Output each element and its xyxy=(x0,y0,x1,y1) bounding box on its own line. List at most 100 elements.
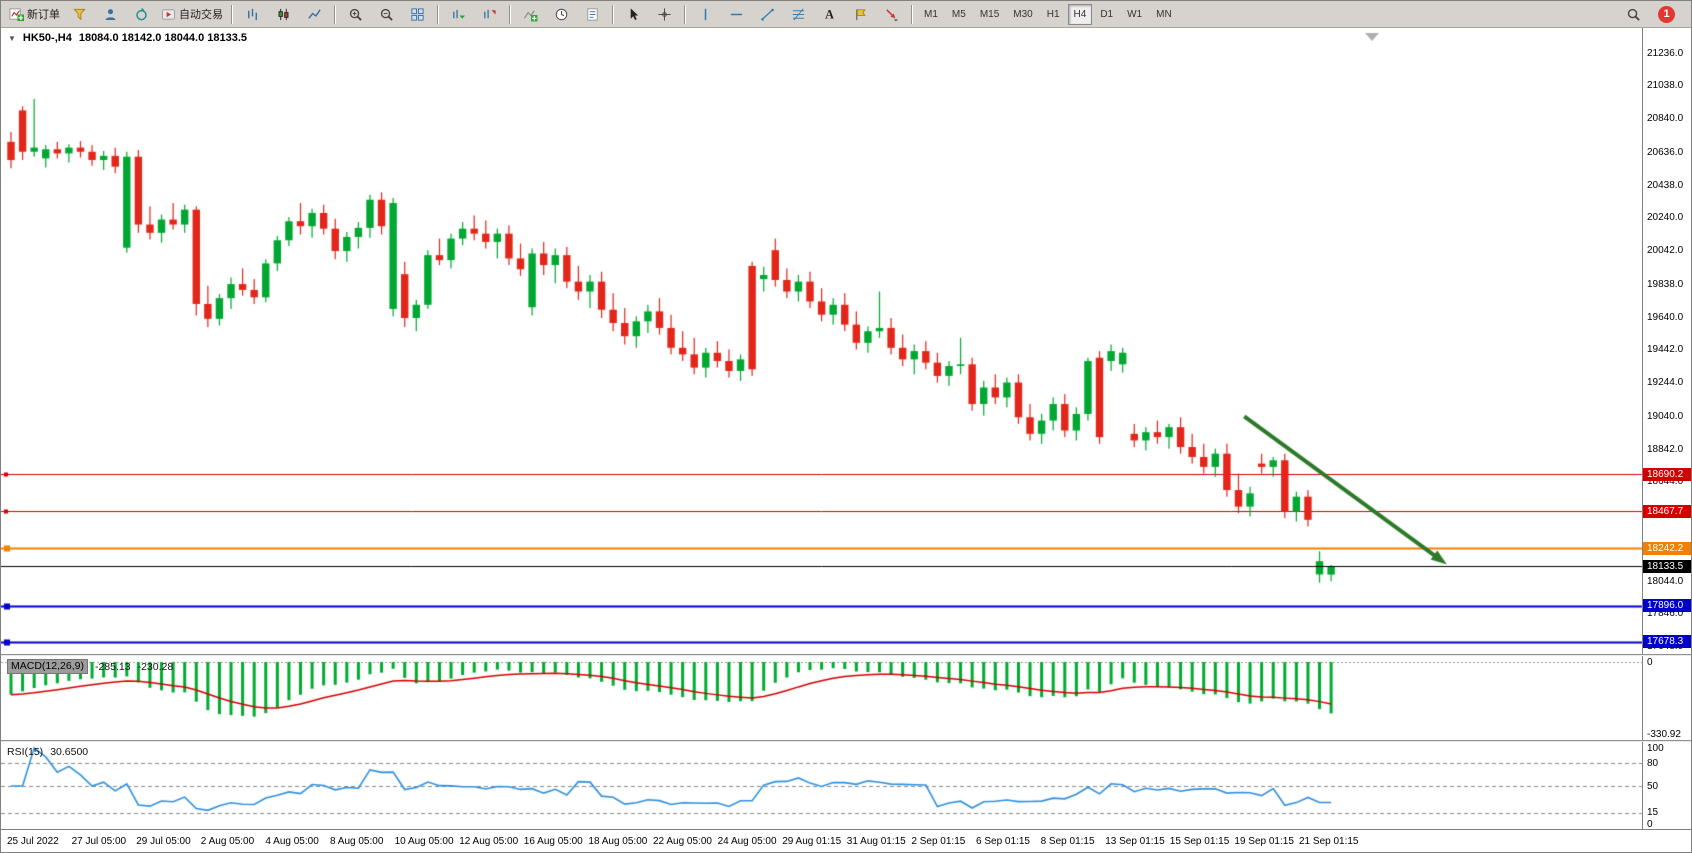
time-label: 24 Aug 05:00 xyxy=(717,836,777,847)
auto-scroll-button[interactable] xyxy=(443,2,474,26)
time-label: 15 Sep 01:15 xyxy=(1169,836,1230,847)
timeframe-mn-button[interactable]: MN xyxy=(1156,8,1172,20)
zoom-out-button[interactable] xyxy=(371,2,402,26)
line-chart-button[interactable] xyxy=(299,2,330,26)
price-tick: 19442.0 xyxy=(1647,344,1684,356)
periods-button[interactable] xyxy=(546,2,577,26)
svg-text:A: A xyxy=(825,7,834,21)
market-watch-button[interactable] xyxy=(95,2,126,26)
time-label: 4 Aug 05:00 xyxy=(265,836,319,847)
resistance-line-2-price-label: 18467.7 xyxy=(1643,504,1691,518)
price-tick: 20636.0 xyxy=(1647,146,1684,158)
text-button[interactable]: A xyxy=(814,2,845,26)
search-button[interactable] xyxy=(1618,2,1649,26)
timeframe-h1-button[interactable]: H1 xyxy=(1046,8,1060,20)
rsi-name: RSI(15) xyxy=(7,746,44,758)
candlestick-chart-button[interactable] xyxy=(268,2,299,26)
fibonacci-icon xyxy=(791,7,806,22)
timeframe-w1-button[interactable]: W1 xyxy=(1127,8,1143,20)
fibonacci-button[interactable] xyxy=(783,2,814,26)
new-order-button[interactable]: 新订单 xyxy=(5,2,64,26)
time-label: 16 Aug 05:00 xyxy=(523,836,583,847)
vline-icon xyxy=(698,7,713,22)
time-label: 12 Aug 05:00 xyxy=(459,836,519,847)
pane-splitter[interactable] xyxy=(1,654,1691,656)
symbol-menu-arrow-icon[interactable]: ▼ xyxy=(8,33,16,43)
timeframe-m5-button[interactable]: M5 xyxy=(951,8,966,20)
rsi-axis-tick: 100 xyxy=(1647,742,1664,754)
timeframe-m15-button[interactable]: M15 xyxy=(979,8,1000,20)
autoscroll-icon xyxy=(451,7,466,22)
navigator-button[interactable] xyxy=(126,2,157,26)
toolbar-separator xyxy=(334,4,336,24)
price-tick: 18044.0 xyxy=(1647,575,1684,587)
shapes-icon xyxy=(884,7,899,22)
bar-chart-button[interactable] xyxy=(237,2,268,26)
toolbar-right: 1 xyxy=(1618,2,1687,26)
current-price-label: 18133.5 xyxy=(1643,559,1691,573)
timeframe-d1-button[interactable]: D1 xyxy=(1100,8,1114,20)
trendline-button[interactable] xyxy=(752,2,783,26)
timeframe-h4-button[interactable]: H4 xyxy=(1067,3,1093,25)
search-icon xyxy=(1626,7,1641,22)
price-tick: 19838.0 xyxy=(1647,278,1684,290)
market-watch-icon xyxy=(103,7,118,22)
chart-canvas[interactable] xyxy=(1,28,1691,829)
zoom-in-icon xyxy=(348,7,363,22)
cursor-button[interactable] xyxy=(618,2,649,26)
label-icon xyxy=(853,7,868,22)
rsi-value: 30.6500 xyxy=(50,746,89,758)
price-tick: 21038.0 xyxy=(1647,80,1684,92)
price-axis[interactable]: 21236.0 21038.0 20840.0 20636.0 20438.0 20240… xyxy=(1642,28,1691,830)
price-tick: 18842.0 xyxy=(1647,443,1684,455)
new-order-icon xyxy=(9,7,24,22)
rsi-axis-tick: 15 xyxy=(1647,807,1659,819)
cursor-icon xyxy=(626,7,641,22)
pane-splitter[interactable] xyxy=(1,740,1691,742)
tile-windows-button[interactable] xyxy=(402,2,433,26)
crosshair-button[interactable] xyxy=(649,2,680,26)
text-icon: A xyxy=(822,7,837,22)
macd-signal-value: -230.28 xyxy=(137,660,174,673)
macd-value: -285.13 xyxy=(94,660,131,673)
toolbar-separator xyxy=(509,4,511,24)
zoom-out-icon xyxy=(379,7,394,22)
time-label: 13 Sep 01:15 xyxy=(1105,836,1165,847)
bars-icon xyxy=(245,7,260,22)
timeframe-m30-button[interactable]: M30 xyxy=(1013,8,1033,20)
timeframe-m1-button[interactable]: M1 xyxy=(924,8,938,20)
time-label: 22 Aug 05:00 xyxy=(653,836,712,847)
indicators-icon xyxy=(523,7,538,22)
autotrading-button[interactable]: 自动交易 xyxy=(157,2,227,26)
templates-button[interactable] xyxy=(577,2,608,26)
shift-icon xyxy=(482,7,497,22)
chart-shift-button[interactable] xyxy=(474,2,505,26)
time-axis[interactable]: 25 Jul 2022 27 Jul 05:00 29 Jul 05:00 2 Aug… xyxy=(1,829,1691,852)
autotrade-icon xyxy=(161,7,176,22)
horizontal-line-button[interactable] xyxy=(721,2,752,26)
zoom-in-button[interactable] xyxy=(340,2,371,26)
metaeditor-button[interactable] xyxy=(64,2,95,26)
rsi-indicator-label: RSI(15) 30.6500 xyxy=(7,746,88,758)
time-label: 25 Jul 2022 xyxy=(7,836,59,847)
price-tick: 17846.0 xyxy=(1647,608,1684,620)
time-label: 21 Sep 01:15 xyxy=(1299,836,1359,847)
resistance-line-3-price-label: 18242.2 xyxy=(1643,541,1691,555)
toolbar-separator xyxy=(911,4,913,24)
indicators-button[interactable] xyxy=(515,2,546,26)
resistance-line-1-price-label: 18690.2 xyxy=(1643,467,1691,481)
price-tick: 19640.0 xyxy=(1647,311,1684,323)
navigator-icon xyxy=(134,7,149,22)
tile-icon xyxy=(410,7,425,22)
vertical-line-button[interactable] xyxy=(690,2,721,26)
notification-badge[interactable]: 1 xyxy=(1658,5,1675,23)
support-line-2-price-label: 17678.3 xyxy=(1643,635,1691,649)
label-button[interactable] xyxy=(845,2,876,26)
trendline-icon xyxy=(760,7,775,22)
rsi-axis-tick: 50 xyxy=(1647,780,1659,792)
price-tick: 18644.0 xyxy=(1647,476,1684,488)
time-label: 10 Aug 05:00 xyxy=(394,836,454,847)
hline-icon xyxy=(729,7,744,22)
shapes-button[interactable] xyxy=(876,2,907,26)
